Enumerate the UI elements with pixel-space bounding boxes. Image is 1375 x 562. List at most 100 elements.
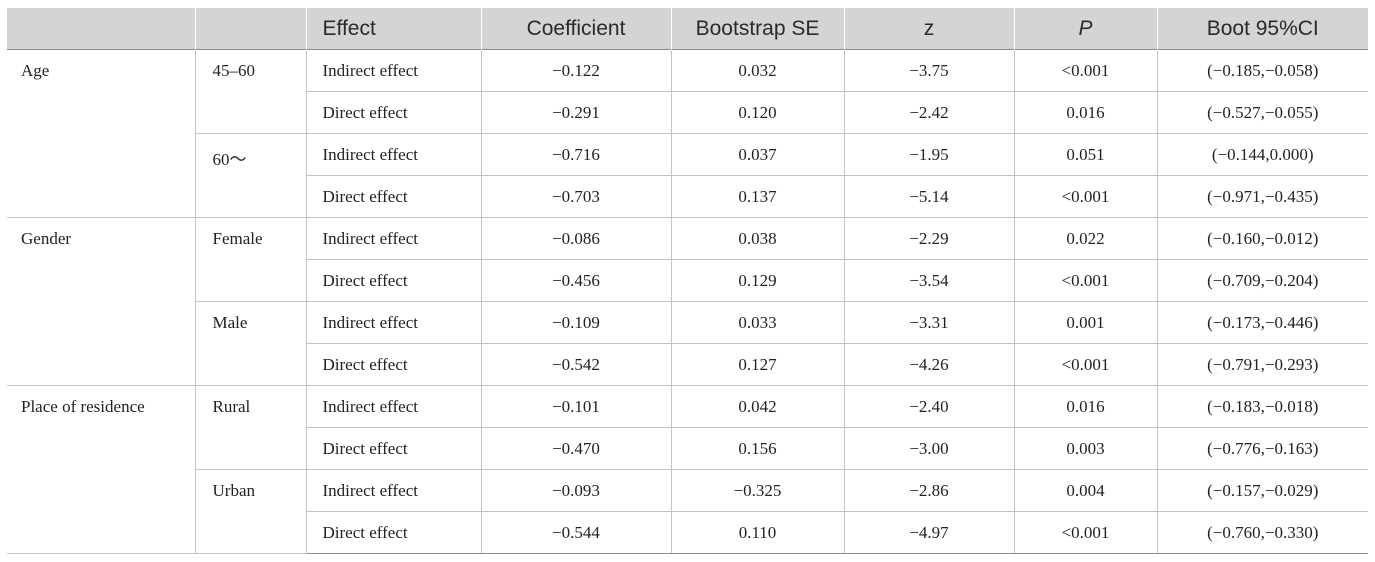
coefficient-cell: −0.122	[480, 49, 672, 92]
group-label: Gender	[7, 217, 196, 386]
z-cell: −5.14	[843, 175, 1015, 218]
p-cell: 0.022	[1013, 217, 1158, 260]
p-cell: <0.001	[1013, 511, 1158, 554]
z-cell: −2.40	[843, 385, 1015, 428]
subgroup-label: Urban	[195, 469, 307, 554]
header-coefficient: Coefficient	[480, 8, 671, 50]
effect-cell: Indirect effect	[305, 49, 482, 92]
z-cell: −2.42	[843, 91, 1015, 134]
bootstrap-se-cell: 0.137	[670, 175, 845, 218]
z-cell: −2.86	[843, 469, 1015, 512]
p-cell: 0.016	[1013, 91, 1158, 134]
bootstrap-se-cell: 0.120	[670, 91, 845, 134]
p-cell: <0.001	[1013, 259, 1158, 302]
effect-cell: Direct effect	[306, 175, 482, 218]
z-cell: −2.29	[843, 217, 1015, 260]
ci-cell: (−0.185,−0.058)	[1156, 49, 1368, 92]
coefficient-cell: −0.109	[480, 301, 672, 344]
p-cell: 0.051	[1013, 133, 1158, 176]
coefficient-cell: −0.456	[480, 259, 672, 302]
subgroup-label: 45–60	[194, 49, 307, 134]
bootstrap-se-cell: 0.127	[670, 343, 845, 386]
subgroup-label: Male	[195, 301, 307, 386]
z-cell: −3.75	[843, 49, 1015, 92]
coefficient-cell: −0.716	[480, 133, 672, 176]
table-row: Gender Female Indirect effect −0.086 0.038 −2…	[7, 217, 1368, 386]
table-row: Direct effect −0.544 0.110 −4.97 <0.001 (−0.7…	[7, 511, 1368, 554]
header-bootstrap-se: Bootstrap SE	[670, 8, 844, 50]
ci-cell: (−0.709,−0.204)	[1156, 259, 1368, 302]
effect-cell: Direct effect	[306, 511, 482, 554]
ci-cell: (−0.760,−0.330)	[1156, 511, 1368, 554]
bootstrap-se-cell: 0.156	[670, 427, 845, 470]
effect-cell: Direct effect	[306, 343, 482, 386]
ci-cell: (−0.183,−0.018)	[1156, 385, 1368, 428]
p-cell: 0.003	[1013, 427, 1158, 470]
effect-cell: Direct effect	[306, 91, 482, 134]
ci-cell: (−0.971,−0.435)	[1156, 175, 1368, 218]
table-row: Direct effect −0.542 0.127 −4.26 <0.001 (−0.7…	[7, 343, 1368, 386]
z-cell: −1.95	[843, 133, 1015, 176]
coefficient-cell: −0.542	[480, 343, 672, 386]
z-cell: −3.54	[843, 259, 1015, 302]
p-cell: <0.001	[1013, 343, 1158, 386]
p-cell: 0.001	[1013, 301, 1158, 344]
header-effect: Effect	[305, 8, 481, 50]
z-cell: −4.97	[843, 511, 1015, 554]
table-row: Male Indirect effect −0.109 0.033 −3.31 0.001…	[7, 301, 1368, 386]
p-cell: <0.001	[1013, 49, 1158, 92]
z-cell: −4.26	[843, 343, 1015, 386]
effect-cell: Indirect effect	[305, 469, 482, 512]
effect-cell: Indirect effect	[305, 133, 482, 176]
subgroup-label: Rural	[194, 385, 307, 470]
p-cell: 0.004	[1013, 469, 1158, 512]
coefficient-cell: −0.086	[480, 217, 672, 260]
coefficient-cell: −0.703	[480, 175, 672, 218]
effect-cell: Direct effect	[306, 427, 482, 470]
ci-cell: (−0.791,−0.293)	[1156, 343, 1368, 386]
table-row: Place of residence Rural Indirect effect −0…	[7, 385, 1368, 554]
bootstrap-se-cell: 0.129	[670, 259, 845, 302]
subgroup-label: Female	[194, 217, 307, 302]
group-label: Place of residence	[7, 385, 196, 554]
table-row: Urban Indirect effect −0.093 −0.325 −2.86 0.0…	[7, 469, 1368, 554]
bootstrap-se-cell: 0.033	[670, 301, 845, 344]
coefficient-cell: −0.544	[480, 511, 672, 554]
table-row: 60～ Indirect effect −0.716 0.037 −1.95 0.051(…	[7, 133, 1368, 218]
ci-cell: (−0.776,−0.163)	[1156, 427, 1368, 470]
ci-cell: (−0.144,0.000)	[1156, 133, 1368, 176]
results-table: Effect Coefficient Bootstrap SE z P Boot…	[7, 8, 1368, 554]
bootstrap-se-cell: 0.037	[670, 133, 845, 176]
header-row: Effect Coefficient Bootstrap SE z P Boot…	[7, 8, 1368, 50]
ci-cell: (−0.173,−0.446)	[1156, 301, 1368, 344]
effect-cell: Indirect effect	[305, 217, 482, 260]
coefficient-cell: −0.093	[480, 469, 672, 512]
header-group	[7, 8, 195, 50]
coefficient-cell: −0.291	[480, 91, 672, 134]
effect-cell: Indirect effect	[305, 301, 482, 344]
subgroup-label: 60～	[195, 133, 307, 218]
z-cell: −3.00	[843, 427, 1015, 470]
header-ci: Boot 95%CI	[1156, 8, 1368, 50]
coefficient-cell: −0.101	[480, 385, 672, 428]
header-p: P	[1013, 8, 1157, 50]
header-z: z	[843, 8, 1014, 50]
effect-cell: Indirect effect	[305, 385, 482, 428]
bootstrap-se-cell: 0.032	[670, 49, 845, 92]
effect-cell: Direct effect	[306, 259, 482, 302]
ci-cell: (−0.157,−0.029)	[1156, 469, 1368, 512]
bootstrap-se-cell: 0.038	[670, 217, 845, 260]
table-row: Direct effect −0.703 0.137 −5.14 <0.001 (−0.9…	[7, 175, 1368, 218]
coefficient-cell: −0.470	[480, 427, 672, 470]
bootstrap-se-cell: −0.325	[670, 469, 845, 512]
bootstrap-se-cell: 0.110	[670, 511, 845, 554]
p-cell: 0.016	[1013, 385, 1158, 428]
table-row: Direct effect −0.456 0.129 −3.54 <0.001 (−0.7…	[7, 259, 1368, 302]
z-cell: −3.31	[843, 301, 1015, 344]
table-row: Age 45–60 Indirect effect −0.122 0.032 −3.75 <…	[7, 49, 1368, 218]
p-cell: <0.001	[1013, 175, 1158, 218]
ci-cell: (−0.527,−0.055)	[1156, 91, 1368, 134]
group-label: Age	[7, 49, 196, 218]
header-subgroup	[194, 8, 306, 50]
bootstrap-se-cell: 0.042	[670, 385, 845, 428]
